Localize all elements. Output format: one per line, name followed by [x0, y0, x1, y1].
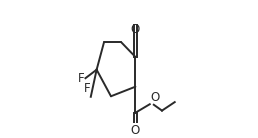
Text: F: F: [78, 72, 84, 85]
Text: O: O: [150, 91, 159, 104]
Text: F: F: [84, 82, 90, 95]
Text: O: O: [131, 23, 140, 36]
Text: O: O: [131, 124, 140, 137]
